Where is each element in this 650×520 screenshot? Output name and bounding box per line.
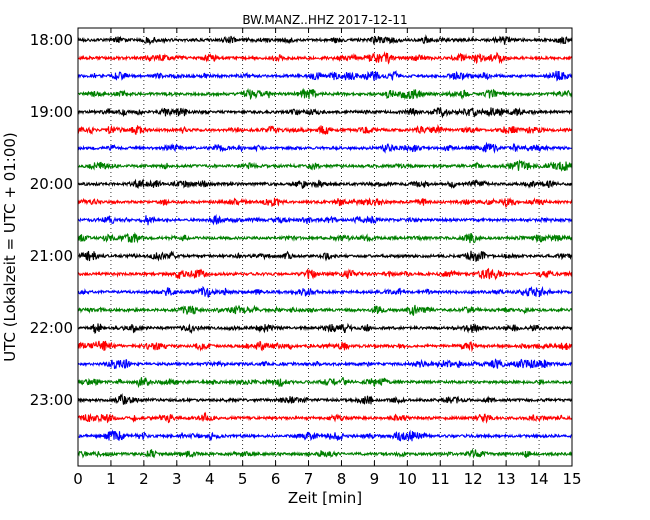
x-tick-label: 5 [238, 470, 248, 488]
y-tick-label: 19:00 [30, 103, 73, 121]
seismogram-trace [77, 250, 573, 263]
x-tick-label: 8 [337, 470, 347, 488]
seismogram-trace [77, 124, 573, 135]
x-tick-label: 1 [106, 470, 116, 488]
seismogram-trace [77, 392, 573, 405]
seismogram-trace [77, 429, 573, 442]
seismogram-trace [77, 267, 573, 281]
x-tick-label: 3 [172, 470, 182, 488]
seismogram-trace [77, 376, 573, 389]
x-axis-label: Zeit [min] [288, 489, 362, 507]
seismogram-trace [77, 448, 573, 459]
x-tick-label: 10 [398, 470, 417, 488]
seismogram-trace [77, 340, 573, 353]
x-tick-label: 14 [530, 470, 549, 488]
plot-background [78, 28, 572, 466]
seismogram-trace [77, 197, 573, 208]
seismogram-trace [77, 285, 573, 298]
seismogram-trace [77, 51, 573, 65]
tick-layer: 0 1 2 3 4 5 6 7 8 9 10 11 12 13 14 1518:0019:0020:0021:… [30, 28, 582, 488]
y-tick-label: 18:00 [30, 31, 73, 49]
x-tick-label: 13 [497, 470, 516, 488]
x-tick-label: 4 [205, 470, 215, 488]
seismogram-trace [77, 411, 573, 424]
x-tick-label: 2 [139, 470, 149, 488]
chart-title: BW.MANZ..HHZ 2017-12-11 [242, 13, 407, 27]
x-tick-label: 11 [431, 470, 450, 488]
seismogram-trace [77, 322, 573, 335]
trace-layer [77, 34, 573, 459]
seismogram-trace [77, 141, 573, 154]
seismogram-trace [77, 358, 573, 370]
x-tick-label: 12 [464, 470, 483, 488]
seismogram-trace [77, 304, 573, 317]
seismogram-trace [77, 69, 573, 82]
seismogram-trace [77, 34, 573, 46]
y-tick-label: 23:00 [30, 391, 73, 409]
seismogram-trace [77, 178, 573, 190]
y-axis-label: UTC (Lokalzeit = UTC + 01:00) [1, 132, 19, 362]
seismogram-trace [77, 214, 573, 226]
seismogram-trace [77, 107, 573, 119]
y-tick-label: 22:00 [30, 319, 73, 337]
plot-frame [77, 27, 573, 467]
x-tick-label: 6 [271, 470, 281, 488]
x-tick-label: 0 [73, 470, 83, 488]
x-tick-label: 7 [304, 470, 314, 488]
seismogram-trace [77, 159, 573, 172]
x-tick-label: 15 [562, 470, 581, 488]
seismogram-trace [77, 87, 573, 101]
y-tick-label: 21:00 [30, 247, 73, 265]
y-tick-label: 20:00 [30, 175, 73, 193]
seismogram-trace [77, 231, 573, 244]
x-tick-label: 9 [370, 470, 380, 488]
